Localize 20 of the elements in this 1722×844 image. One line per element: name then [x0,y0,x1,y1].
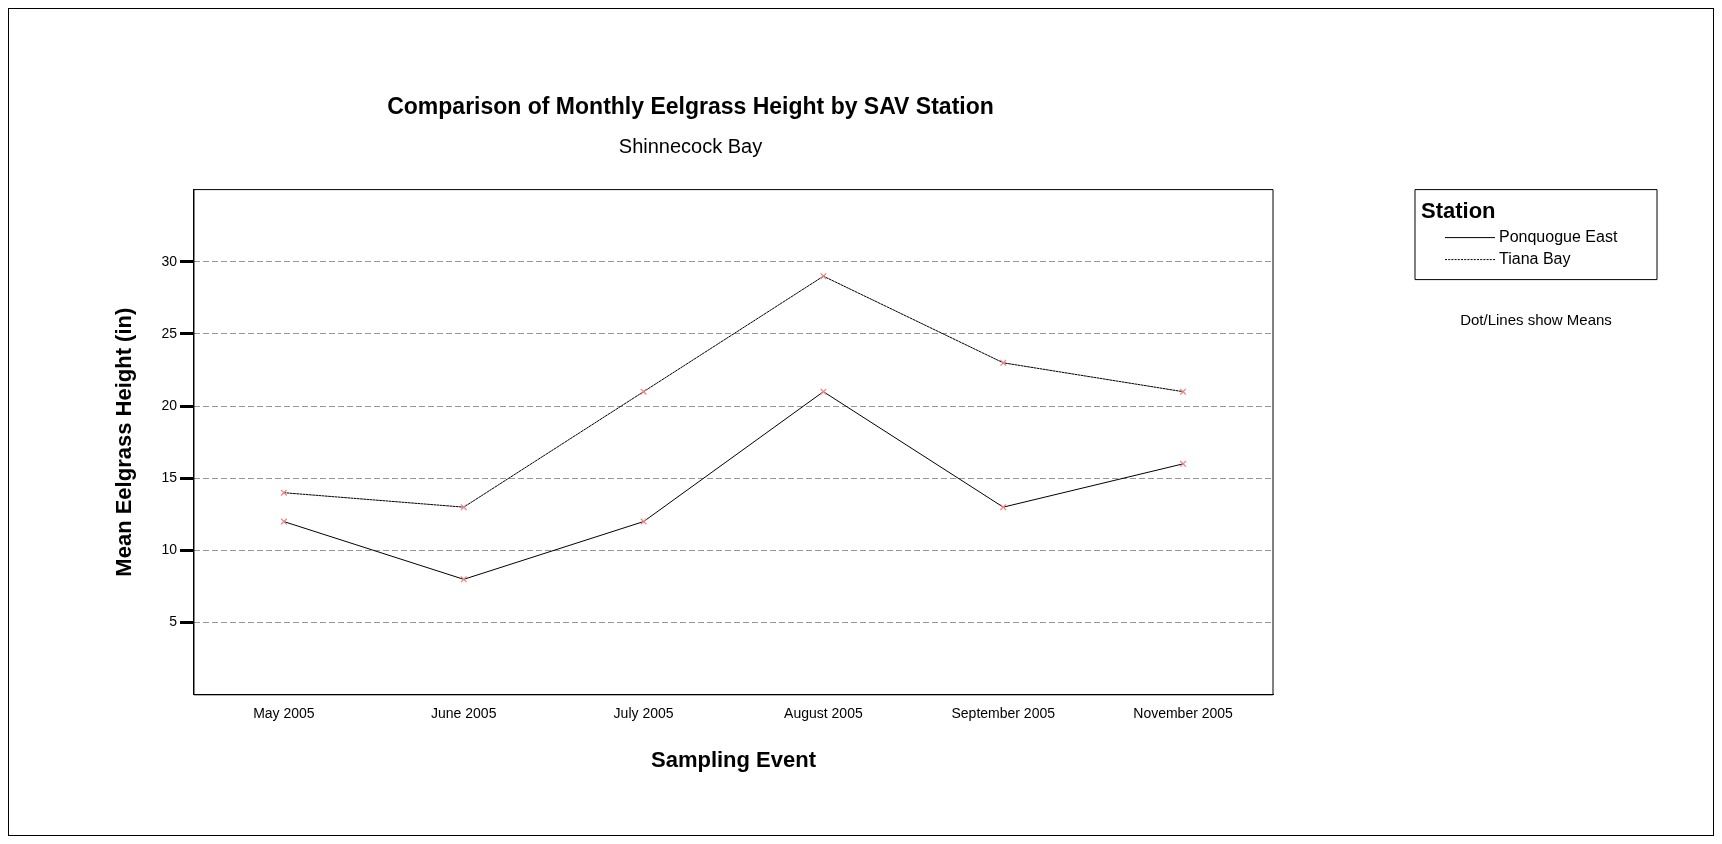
x-axis-title: Sampling Event [650,746,817,772]
legend-label: Tiana Bay [1499,250,1571,268]
chart-title: Comparison of Monthly Eelgrass Height by SAV Station [387,93,994,120]
x-tick-label: August 2005 [784,705,863,722]
legend-label: Ponquogue East [1499,228,1618,246]
chart-subtitle: Shinnecock Bay [618,135,763,158]
x-tick-label: July 2005 [613,705,674,722]
y-tick-label: 5 [169,613,178,630]
y-axis-title: Mean Eelgrass Height (in) [111,307,137,577]
y-tick-label: 10 [161,541,178,558]
y-tick-label: 30 [161,252,178,269]
text: Dot/Lines show Means [1460,310,1612,328]
y-tick-label: 15 [161,469,178,486]
x-tick-label: May 2005 [253,705,315,722]
x-tick-label: June 2005 [431,705,497,722]
y-tick-label: 25 [161,324,178,341]
x-tick-label: September 2005 [951,705,1056,722]
y-tick-label: 20 [161,396,178,413]
x-tick-label: November 2005 [1133,705,1234,722]
legend-title: Station [1421,197,1496,223]
